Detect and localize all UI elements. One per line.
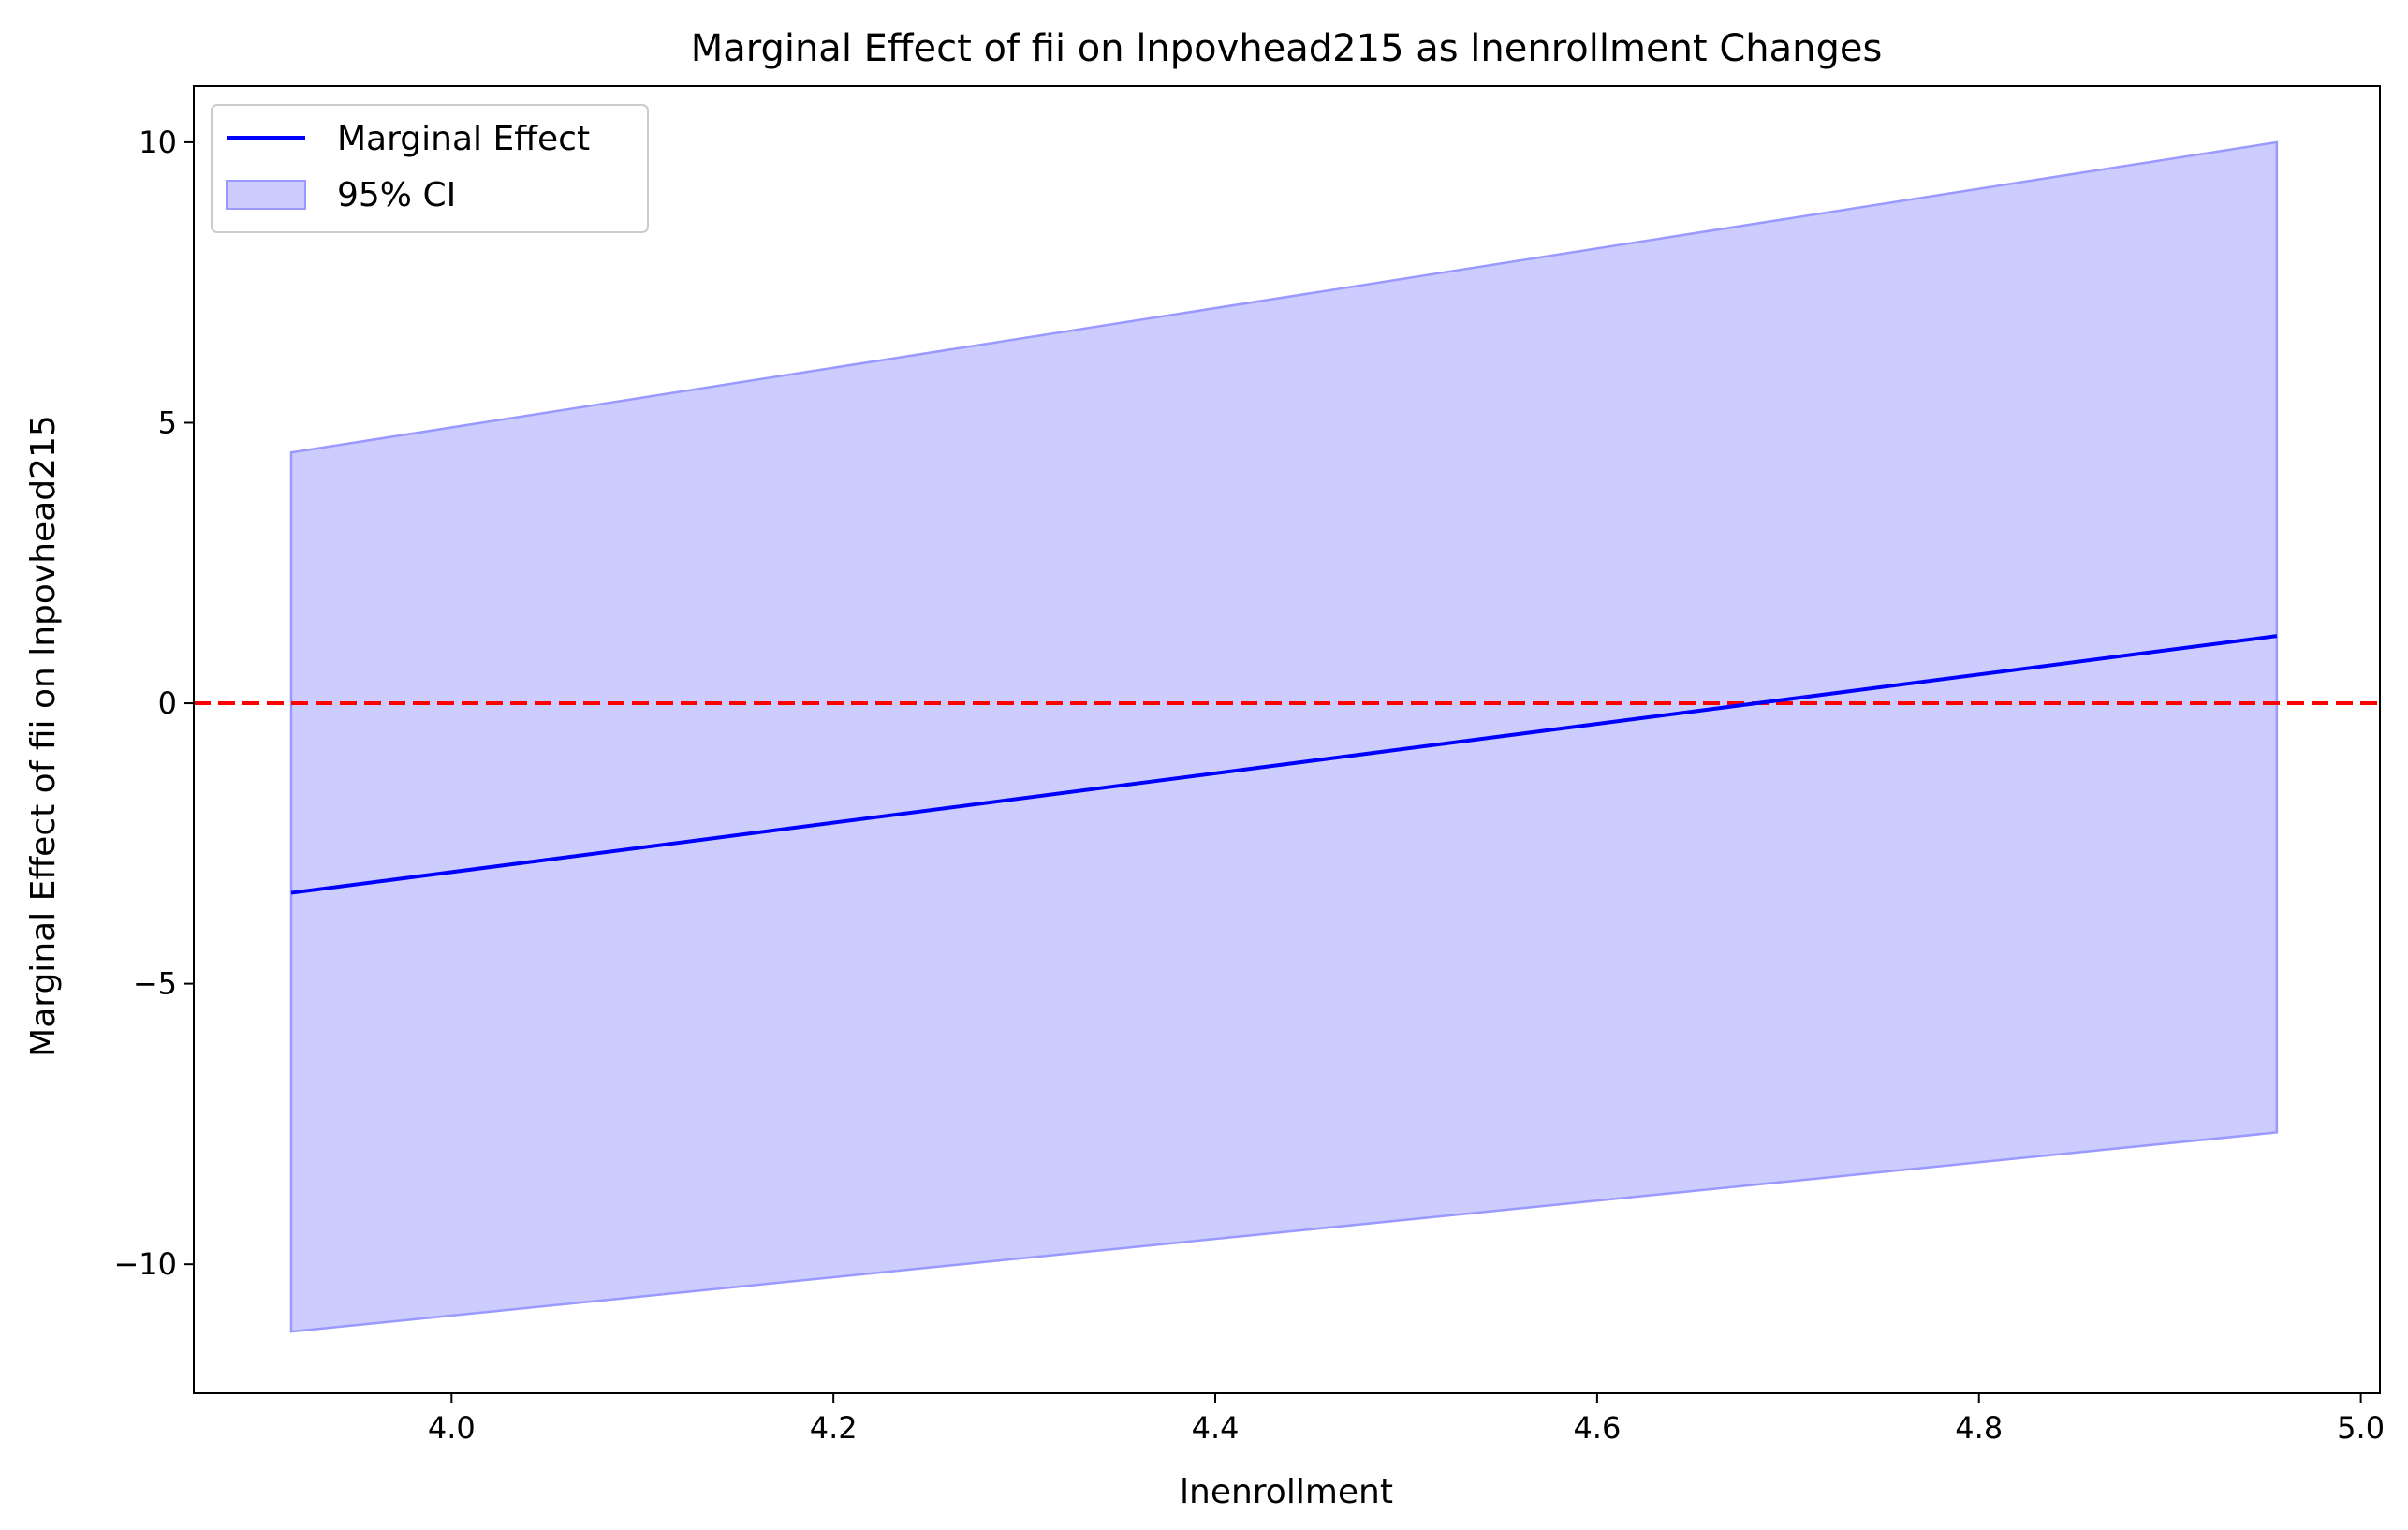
- x-tick-label: 4.2: [810, 1410, 858, 1446]
- plot-area: 4.0 4.2 4.4 4.6 4.8 5.0 −10 −5 0 5 10: [113, 85, 2385, 1446]
- legend-band-marker: [226, 180, 306, 210]
- x-tick-label: 4.8: [1955, 1410, 2003, 1446]
- chart-title: Marginal Effect of fii on lnpovhead215 a…: [691, 27, 1883, 70]
- x-tick-label: 4.6: [1573, 1410, 1621, 1446]
- y-tick-label: −10: [113, 1246, 177, 1282]
- y-tick-label: 10: [139, 125, 177, 160]
- legend-label-ci: 95% CI: [337, 176, 456, 214]
- x-axis-label: lnenrollment: [1180, 1473, 1393, 1511]
- legend-frame: [211, 104, 649, 233]
- marginal-effect-line: [290, 634, 2278, 895]
- x-tick-label: 4.4: [1192, 1410, 1240, 1446]
- legend-label-marginal-effect: Marginal Effect: [337, 120, 590, 158]
- y-tick-label: 0: [158, 685, 177, 721]
- x-tick-label: 5.0: [2337, 1410, 2385, 1446]
- y-axis-label: Marginal Effect of fii on lnpovhead215: [24, 415, 63, 1057]
- y-tick-label: 5: [158, 405, 177, 440]
- legend: Marginal Effect 95% CI: [211, 104, 649, 233]
- x-tick-label: 4.0: [428, 1410, 476, 1446]
- y-tick-label: −5: [133, 966, 177, 1002]
- axes-frame: [193, 85, 2381, 1394]
- ci-band: [289, 140, 2279, 1333]
